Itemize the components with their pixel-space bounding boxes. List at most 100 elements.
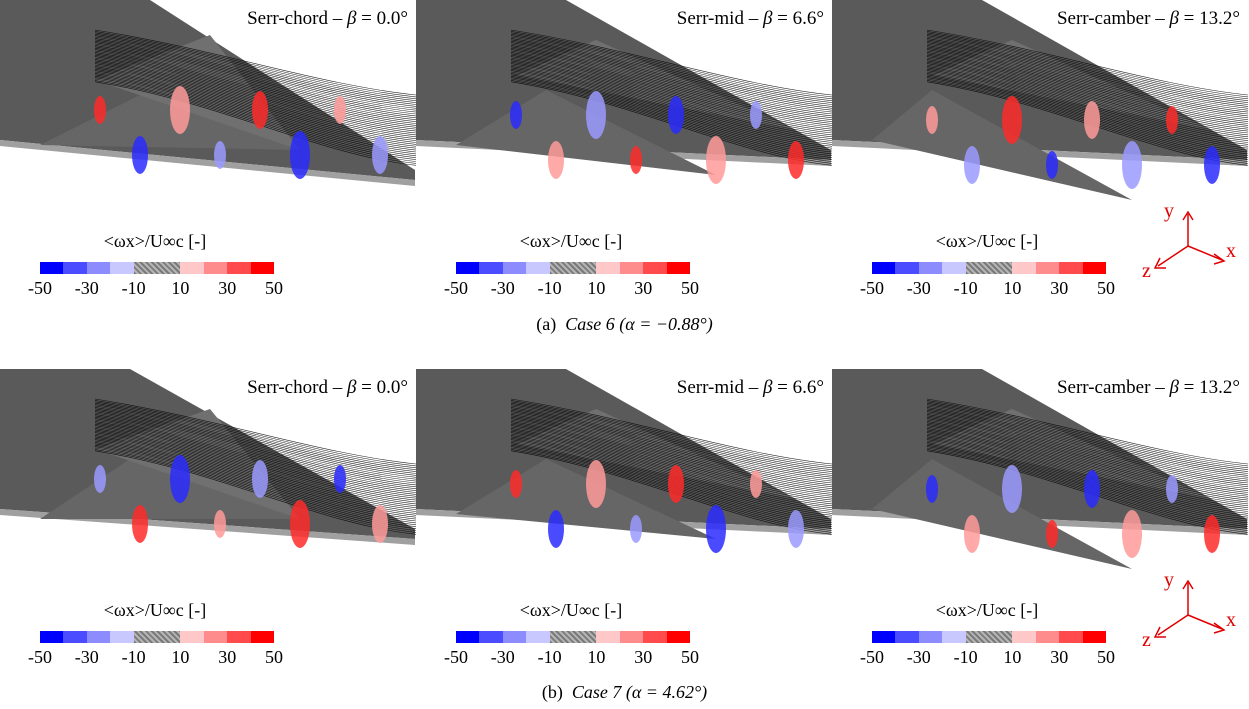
flow-visualization <box>832 369 1248 569</box>
colorbar-swatch <box>86 262 111 274</box>
colorbar-tick-label: -10 <box>121 647 146 667</box>
colorbar-swatch <box>203 262 228 274</box>
y-axis-label: y <box>1164 569 1174 591</box>
colorbar-tick-label: -30 <box>906 278 931 298</box>
panel-case7-serr-camber: Serr-camber – β = 13.2° <ωx>/U∞c [-] -50… <box>832 369 1248 667</box>
colorbar-swatch <box>895 631 919 643</box>
colorbar-swatch <box>1082 631 1107 643</box>
colorbar-swatch <box>526 631 550 643</box>
colorbar-swatch <box>180 631 204 643</box>
colorbar-swatch <box>1012 262 1036 274</box>
colorbar-swatch <box>133 262 181 274</box>
colorbar-tick-label: -10 <box>953 647 978 667</box>
colorbar-swatch <box>227 262 251 274</box>
colorbar-swatch <box>872 631 896 643</box>
colorbar-swatch <box>643 631 667 643</box>
colorbar-tick-label: -30 <box>490 647 515 667</box>
panel-title: Serr-camber – β = 13.2° <box>1056 377 1240 398</box>
colorbar-tick-label: -50 <box>444 647 468 667</box>
colorbar-swatch <box>965 262 1013 274</box>
colorbar-swatch <box>918 631 943 643</box>
colorbar-swatch <box>1035 262 1060 274</box>
colorbar-ticks: -50 -30 -10 10 30 50 <box>28 647 283 669</box>
colorbar-swatch <box>110 262 134 274</box>
colorbar-swatch <box>250 262 275 274</box>
colorbar-tick-label: 30 <box>218 647 237 667</box>
colorbar-tick-label: 30 <box>218 278 237 298</box>
colorbar-label: <ωx>/U∞c [-] <box>519 600 623 620</box>
colorbar-ticks: -50 -30 -10 10 30 50 <box>860 278 1115 300</box>
colorbar-tick-label: 30 <box>634 647 653 667</box>
colorbar-swatch <box>502 631 527 643</box>
colorbar <box>40 262 275 274</box>
colorbar-tick-label: -50 <box>28 278 52 298</box>
colorbar-tick-label: 50 <box>265 278 283 298</box>
colorbar-tick-label: -10 <box>121 278 146 298</box>
caption-b: (b) Case 7 (α = 4.62°) <box>541 682 708 702</box>
colorbar-swatch <box>918 262 943 274</box>
colorbar-ticks: -50 -30 -10 10 30 50 <box>860 647 1115 669</box>
colorbar-swatch <box>895 262 919 274</box>
colorbar-tick-label: 10 <box>1003 278 1022 298</box>
flow-visualization <box>0 0 416 186</box>
panel-title: Serr-camber – β = 13.2° <box>1056 8 1240 29</box>
flow-visualization <box>0 369 416 548</box>
colorbar-tick-label: 50 <box>265 647 283 667</box>
x-axis-label: x <box>1226 240 1236 262</box>
colorbar-swatch <box>502 262 527 274</box>
colorbar-swatch <box>549 631 597 643</box>
colorbar-swatch <box>942 262 966 274</box>
colorbar-swatch <box>1059 262 1083 274</box>
colorbar-swatch <box>133 631 181 643</box>
colorbar-label: <ωx>/U∞c [-] <box>519 231 623 251</box>
colorbar-swatch <box>619 262 644 274</box>
colorbar-tick-label: -10 <box>953 278 978 298</box>
colorbar-swatch <box>666 262 691 274</box>
colorbar-swatch <box>942 631 966 643</box>
colorbar-swatch <box>40 631 64 643</box>
colorbar-swatch <box>666 631 691 643</box>
colorbar-swatch <box>40 262 64 274</box>
colorbar-swatch <box>479 631 503 643</box>
colorbar-swatch <box>596 262 620 274</box>
panel-case7-serr-mid: Serr-mid – β = 6.6° <ωx>/U∞c [-] -50 -30-… <box>416 369 832 667</box>
colorbar-swatch <box>1082 262 1107 274</box>
y-axis-label: y <box>1164 200 1174 222</box>
colorbar-swatch <box>227 631 251 643</box>
flow-visualization <box>416 369 832 553</box>
colorbar-label: <ωx>/U∞c [-] <box>935 600 1039 620</box>
flow-visualization <box>832 0 1248 200</box>
colorbar-swatch <box>250 631 275 643</box>
colorbar-swatch <box>549 262 597 274</box>
flow-visualization <box>416 0 832 184</box>
colorbar-swatch <box>456 262 480 274</box>
colorbar-swatch <box>526 262 550 274</box>
colorbar <box>456 631 691 643</box>
colorbar-tick-label: -10 <box>537 647 562 667</box>
colorbar-ticks: -50 -30 -10 10 30 50 <box>444 278 699 300</box>
colorbar-ticks: -50 -30 -10 10 30 50 <box>28 278 283 300</box>
panel-case6-serr-mid: Serr-mid – β = 6.6° <ωx>/U∞c [-] -50 -30-… <box>416 0 832 298</box>
colorbar-swatch <box>479 262 503 274</box>
colorbar-tick-label: -30 <box>490 278 515 298</box>
caption-a: (a) Case 6 (α = −0.88°) <box>536 314 713 334</box>
z-axis-label: z <box>1142 260 1151 282</box>
panel-title: Serr-mid – β = 6.6° <box>676 377 824 398</box>
panel-case7-serr-chord: Serr-chord – β = 0.0° <ωx>/U∞c [-] -50 -3… <box>0 369 416 667</box>
colorbar-swatch <box>63 631 87 643</box>
colorbar-ticks: -50 -30 -10 10 30 50 <box>444 647 699 669</box>
colorbar-label: <ωx>/U∞c [-] <box>103 600 207 620</box>
z-axis-label: z <box>1142 629 1151 651</box>
colorbar-tick-label: 10 <box>587 647 606 667</box>
colorbar-swatch <box>180 262 204 274</box>
x-axis-label: x <box>1226 609 1236 631</box>
colorbar-label: <ωx>/U∞c [-] <box>935 231 1039 251</box>
colorbar-swatch <box>63 262 87 274</box>
colorbar-tick-label: 50 <box>1097 278 1115 298</box>
colorbar-swatch <box>596 631 620 643</box>
colorbar <box>872 262 1107 274</box>
colorbar-tick-label: 10 <box>171 278 190 298</box>
panel-case6-serr-chord: Serr-chord – β = 0.0° <ωx>/U∞c [-] -50 -3… <box>0 0 416 298</box>
colorbar-tick-label: 50 <box>681 647 699 667</box>
colorbar-tick-label: -30 <box>906 647 931 667</box>
